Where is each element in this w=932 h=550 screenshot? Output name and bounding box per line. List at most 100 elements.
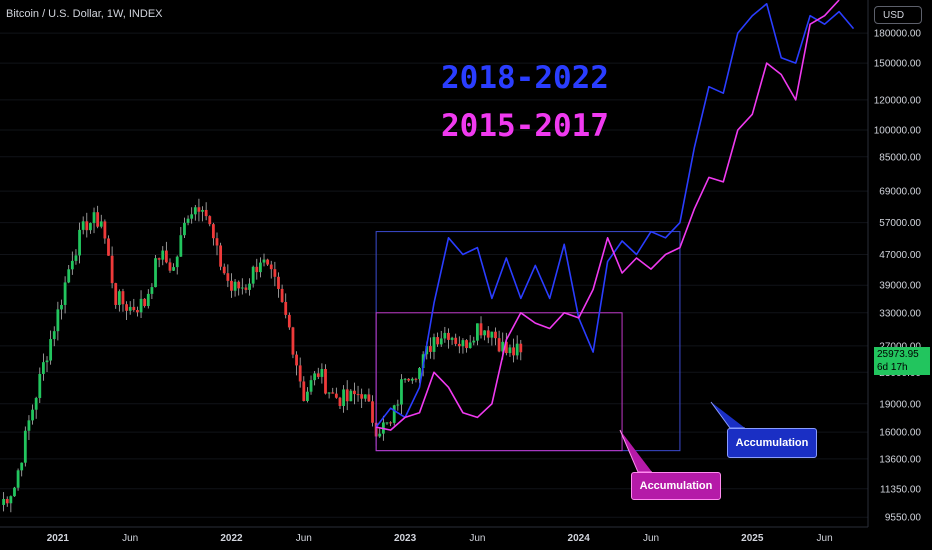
candle-body	[74, 255, 78, 261]
candle-body	[248, 283, 251, 290]
candle-body	[110, 255, 114, 284]
y-tick-label: 57000.00	[879, 218, 921, 229]
y-tick-label: 16000.00	[879, 428, 921, 439]
x-tick-label: 2022	[220, 533, 243, 544]
candle-body	[211, 224, 215, 239]
candle-body	[269, 264, 273, 270]
accumulation-box-2015-2017	[375, 312, 623, 452]
candle-body	[447, 332, 450, 340]
candle-body	[356, 394, 360, 396]
y-tick-label: 9550.00	[885, 513, 922, 524]
candle-body	[468, 342, 472, 349]
fractal-line-2015-2017	[375, 0, 840, 431]
candle-body	[16, 470, 20, 488]
y-tick-label: 39000.00	[879, 281, 921, 292]
candle-body	[226, 273, 230, 281]
candle-body	[353, 390, 356, 395]
candle-body	[5, 499, 9, 504]
candle-body	[168, 262, 172, 271]
candle-body	[190, 214, 194, 219]
candle-body	[31, 409, 34, 421]
candle-body	[186, 218, 190, 223]
candles-layer	[2, 198, 523, 513]
candle-body	[342, 389, 345, 406]
candle-body	[418, 368, 421, 380]
candle-body	[175, 256, 179, 268]
candle-body	[136, 310, 139, 313]
candle-body	[494, 331, 497, 339]
candle-body	[92, 212, 96, 224]
candle-body	[114, 283, 118, 305]
candle-body	[320, 369, 324, 377]
candle-body	[121, 291, 125, 305]
candle-body	[27, 420, 31, 431]
candle-body	[70, 260, 74, 270]
candle-body	[392, 405, 396, 423]
y-tick-label: 47000.00	[879, 250, 921, 261]
candle-body	[96, 212, 100, 227]
candle-body	[414, 378, 418, 380]
candle-body	[197, 207, 201, 212]
candle-body	[306, 391, 309, 401]
x-tick-label: 2021	[47, 533, 70, 544]
candle-body	[277, 276, 280, 289]
candle-body	[125, 304, 128, 311]
candle-body	[508, 347, 512, 354]
candle-body	[23, 430, 27, 463]
candle-body	[85, 221, 89, 231]
y-tick-label: 120000.00	[874, 95, 922, 106]
price-axis-bg	[868, 0, 932, 550]
candle-body	[291, 327, 295, 355]
candle-body	[103, 221, 107, 239]
candle-body	[515, 343, 519, 356]
fractal-line-2018-2022	[375, 3, 855, 428]
candle-body	[107, 238, 110, 256]
accumulation-box-2018-2022	[375, 231, 681, 452]
x-tick-label: 2025	[741, 533, 764, 544]
x-tick-label: Jun	[122, 533, 138, 544]
candle-body	[99, 221, 103, 227]
candle-body	[266, 259, 270, 265]
candle-body	[60, 304, 63, 310]
y-tick-label: 13600.00	[879, 454, 921, 465]
candle-body	[316, 373, 320, 377]
candle-body	[204, 209, 208, 217]
x-tick-label: Jun	[643, 533, 659, 544]
currency-button[interactable]: USD	[874, 6, 922, 24]
candle-body	[428, 346, 432, 352]
candle-body	[2, 499, 6, 505]
candle-body	[378, 433, 382, 437]
accumulation-callout-pink[interactable]: Accumulation	[631, 472, 721, 500]
accumulation-callout-blue[interactable]: Accumulation	[727, 428, 817, 458]
candle-body	[302, 381, 306, 401]
candle-body	[504, 341, 508, 354]
bar-countdown: 6d 17h	[877, 362, 908, 373]
candle-body	[407, 378, 411, 381]
time-axis[interactable]: 2021 Jun 2022 Jun 2023 Jun 2024 Jun 2025 Jun	[0, 526, 932, 550]
x-tick-label: Jun	[469, 533, 485, 544]
y-tick-label: 85000.00	[879, 152, 921, 163]
candle-body	[334, 393, 338, 398]
callout-pointer-blue	[710, 401, 745, 429]
candle-body	[193, 207, 197, 215]
y-tick-label: 180000.00	[874, 29, 922, 40]
price-axis[interactable]: 9550.00 11350.00 13600.00 16000.00 19000.00 2…	[867, 0, 932, 550]
candle-body	[222, 266, 226, 274]
candle-body	[9, 496, 13, 504]
candle-body	[67, 269, 71, 283]
candle-body	[403, 378, 407, 380]
candle-body	[327, 392, 331, 394]
candle-body	[143, 298, 147, 307]
candle-body	[436, 337, 440, 345]
candle-body	[157, 258, 161, 260]
candle-body	[215, 238, 219, 246]
candle-body	[240, 287, 244, 289]
candle-body	[132, 306, 136, 311]
y-tick-label: 27000.00	[879, 341, 921, 352]
candle-body	[20, 462, 24, 471]
candle-body	[154, 258, 157, 288]
candle-body	[465, 340, 468, 349]
candle-body	[371, 401, 374, 423]
candle-body	[161, 250, 165, 260]
